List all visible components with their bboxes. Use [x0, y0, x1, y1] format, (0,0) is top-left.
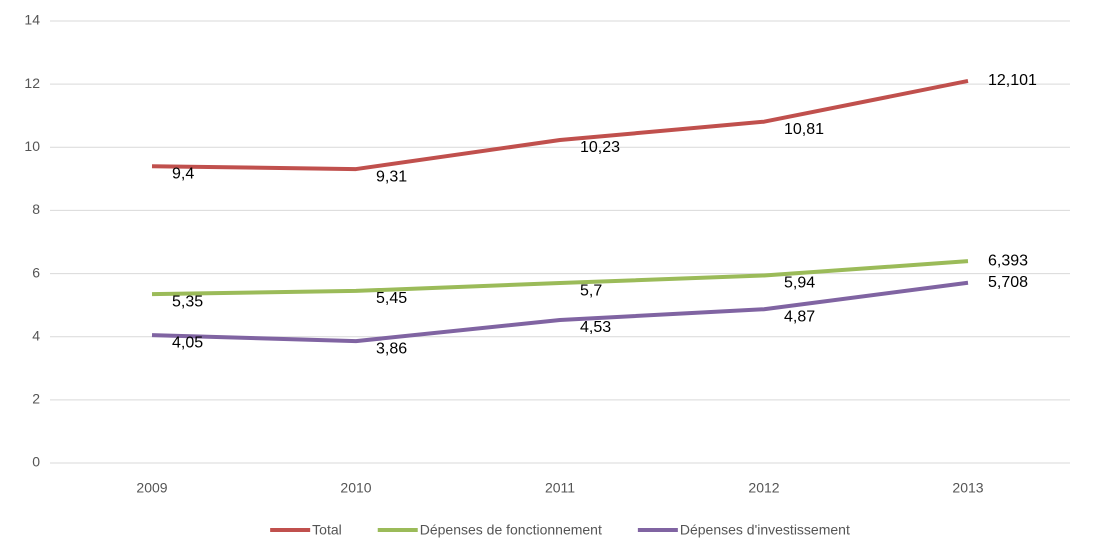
data-label: 5,708	[988, 274, 1028, 291]
series-line	[151, 280, 969, 344]
data-label: 12,101	[988, 72, 1037, 89]
series-line	[151, 259, 969, 297]
y-tick-label: 4	[32, 327, 40, 343]
data-label: 10,23	[580, 139, 620, 156]
y-tick-label: 8	[32, 201, 40, 217]
legend: Total Dépenses de fonctionnement Dépenses …	[270, 522, 850, 538]
y-tick-label: 6	[32, 264, 40, 280]
data-label: 5,35	[172, 293, 203, 310]
data-label: 4,05	[172, 334, 203, 351]
series-line	[151, 78, 969, 172]
data-label: 4,53	[580, 319, 611, 336]
x-tick-label: 2011	[545, 480, 575, 496]
data-label: 9,31	[376, 168, 407, 185]
x-tick-label: 2013	[952, 480, 983, 496]
legend-label: Total	[312, 522, 342, 538]
legend-label: Dépenses d'investissement	[680, 522, 850, 538]
data-label: 5,7	[580, 282, 602, 299]
legend-label: Dépenses de fonctionnement	[420, 522, 602, 538]
data-label: 9,4	[172, 165, 194, 182]
data-label: 6,393	[988, 252, 1028, 269]
data-label: 10,81	[784, 121, 824, 138]
y-tick-label: 12	[24, 75, 40, 91]
y-tick-label: 10	[24, 138, 40, 154]
x-tick-label: 2010	[340, 480, 371, 496]
data-label: 5,94	[784, 275, 815, 292]
y-tick-label: 2	[32, 391, 40, 407]
y-tick-label: 0	[32, 454, 40, 470]
data-label: 4,87	[784, 308, 815, 325]
x-tick-label: 2009	[136, 480, 167, 496]
data-label: 5,45	[376, 290, 407, 307]
x-tick-label: 2012	[748, 480, 779, 496]
data-label: 3,86	[376, 340, 407, 357]
y-tick-label: 14	[24, 12, 40, 28]
